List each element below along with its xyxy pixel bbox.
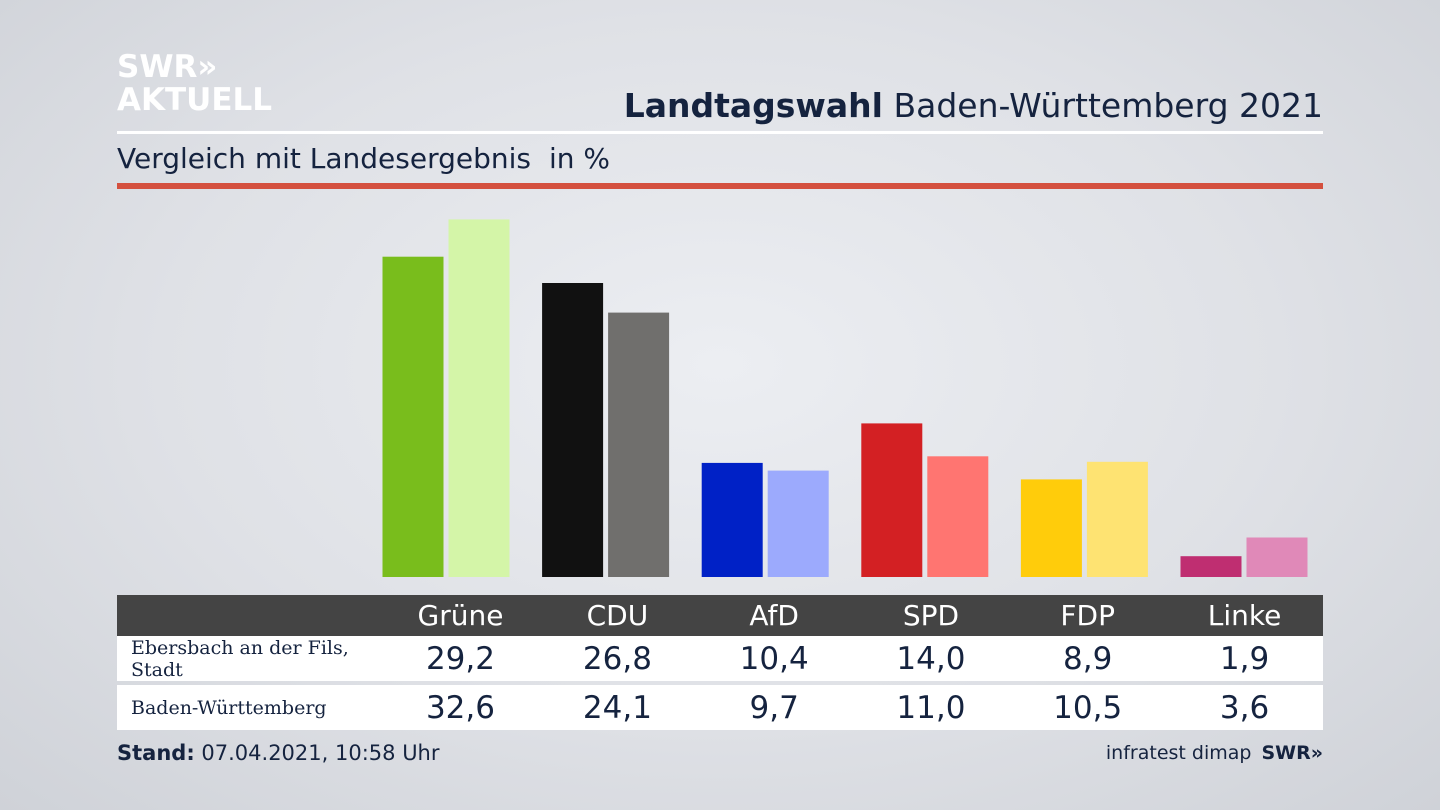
bar-spd-state (927, 456, 989, 577)
bar-grne-local (382, 256, 444, 577)
value-cell: 1,9 (1166, 636, 1323, 681)
party-header-row: Grüne CDU AfD SPD FDP Linke (117, 595, 1323, 636)
logo-line-2: AKTUELL (117, 82, 273, 118)
bar-fdp-state (1086, 461, 1148, 577)
title-divider (117, 131, 1323, 134)
stand-value: 07.04.2021, 10:58 Uhr (201, 741, 440, 765)
value-cell: 9,7 (695, 685, 853, 730)
party-header: Grüne (381, 595, 540, 636)
row-label: Baden-Württemberg (117, 685, 382, 730)
table-row: Ebersbach an der Fils, Stadt 29,2 26,8 1… (117, 636, 1323, 681)
value-cell: 3,6 (1166, 685, 1323, 730)
title-bold: Landtagswahl (623, 86, 883, 125)
page-title: Landtagswahl Baden-Württemberg 2021 (624, 86, 1323, 125)
accent-divider (117, 183, 1323, 189)
value-cell: 29,2 (381, 636, 540, 681)
bar-cdu-state (608, 312, 670, 577)
bar-afd-state (767, 470, 829, 577)
value-cell: 10,5 (1009, 685, 1167, 730)
bar-cdu-local (542, 283, 604, 577)
bar-afd-local (701, 462, 763, 577)
chart-subtitle: Vergleich mit Landesergebnis in % (117, 142, 610, 175)
party-header: CDU (539, 595, 696, 636)
value-cell: 32,6 (381, 685, 540, 730)
party-header: FDP (1009, 595, 1167, 636)
subtitle-unit: in % (548, 142, 611, 175)
value-cell: 24,1 (539, 685, 696, 730)
party-header: SPD (852, 595, 1010, 636)
bar-linke-local (1180, 556, 1242, 577)
value-cell: 11,0 (852, 685, 1010, 730)
party-header: AfD (695, 595, 853, 636)
bar-spd-local (861, 423, 923, 577)
value-cell: 8,9 (1009, 636, 1167, 681)
swr-aktuell-logo: SWR» AKTUELL (117, 52, 272, 116)
party-header: Linke (1166, 595, 1323, 636)
subtitle-text: Vergleich mit Landesergebnis (117, 142, 531, 175)
table-row: Baden-Württemberg 32,6 24,1 9,7 11,0 10,… (117, 685, 1323, 730)
logo-line-1: SWR» (117, 49, 218, 85)
value-cell: 26,8 (539, 636, 696, 681)
results-table: Grüne CDU AfD SPD FDP Linke Ebersbach an… (117, 595, 1323, 730)
row-label: Ebersbach an der Fils, Stadt (117, 636, 382, 681)
title-rest: Baden-Württemberg 2021 (893, 86, 1323, 125)
source-text: infratest dimap (1105, 742, 1252, 764)
value-cell: 10,4 (695, 636, 853, 681)
stand-label: Stand: (117, 741, 195, 765)
bar-grne-state (448, 219, 510, 577)
source-credit: infratest dimap SWR» (1106, 742, 1323, 764)
value-cell: 14,0 (852, 636, 1010, 681)
timestamp: Stand: 07.04.2021, 10:58 Uhr (117, 741, 440, 765)
bar-fdp-local (1020, 479, 1082, 577)
bar-linke-state (1246, 537, 1308, 577)
header-blank (117, 595, 382, 636)
source-brand: SWR» (1261, 742, 1323, 764)
